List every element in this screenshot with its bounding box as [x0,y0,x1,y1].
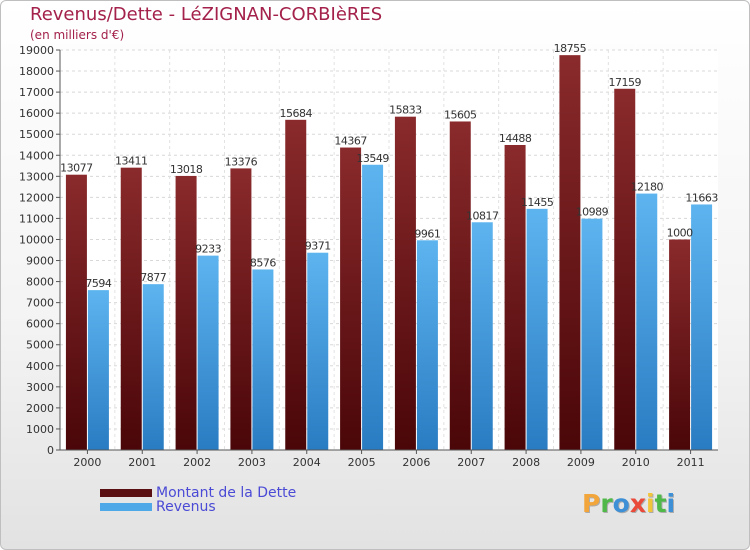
data-label-debt: 15605 [444,108,477,121]
y-tick-label: 15000 [19,128,54,141]
chart-subtitle: (en milliers d'€) [30,28,125,42]
data-label-revenus: 8576 [250,256,276,269]
bar-debt [614,88,636,450]
data-label-revenus: 9233 [195,243,221,256]
data-label-debt: 15684 [280,107,313,120]
data-label-debt: 15833 [389,104,422,117]
y-tick-label: 17000 [19,86,54,99]
bar-debt [230,168,252,450]
bar-debt [285,119,307,451]
bar-revenus [307,252,329,450]
data-label-revenus: 11663 [685,191,718,204]
chart-legend: Montant de la Dette Revenus [100,485,297,515]
bar-revenus [416,240,438,450]
y-tick-label: 0 [47,444,54,457]
legend-swatch-revenus [100,503,152,511]
y-tick-label: 18000 [19,65,54,78]
data-label-debt: 1000 [667,226,693,239]
bar-debt [449,121,471,450]
x-tick-label: 2008 [512,456,540,469]
y-tick-label: 8000 [26,276,54,289]
logo-letter: x [629,489,646,518]
y-tick-label: 6000 [26,318,54,331]
x-tick-label: 2010 [622,456,650,469]
chart-title: Revenus/Dette - LéZIGNAN-CORBIèRES [30,4,383,25]
data-label-revenus: 10989 [576,206,609,219]
bar-debt [394,116,416,451]
bar-revenus [636,193,658,450]
data-label-debt: 14488 [499,132,532,145]
data-label-debt: 13018 [170,163,203,176]
data-label-debt: 13411 [115,155,148,168]
data-label-debt: 17159 [609,76,642,89]
data-label-revenus: 9371 [305,240,331,253]
bar-debt [559,55,581,450]
y-tick-label: 2000 [26,402,54,415]
data-label-debt: 13077 [60,162,93,175]
data-label-debt: 14367 [334,135,367,148]
x-tick-label: 2001 [128,456,156,469]
logo-letter: i [666,489,676,518]
legend-item-dette: Montant de la Dette [100,485,297,501]
data-label-revenus: 7877 [140,271,166,284]
y-tick-label: 14000 [19,149,54,162]
x-tick-label: 2000 [73,456,101,469]
y-tick-label: 9000 [26,255,54,268]
bar-debt [669,239,691,450]
logo-letter: i [646,489,655,518]
bar-revenus [471,222,493,450]
logo-letter: o [612,489,630,518]
logo-letter: r [600,489,613,518]
x-tick-label: 2002 [183,456,211,469]
logo-letter: t [654,489,667,518]
y-tick-label: 4000 [26,360,54,373]
y-tick-label: 11000 [19,212,54,225]
y-tick-label: 13000 [19,170,54,183]
y-tick-label: 3000 [26,381,54,394]
y-tick-label: 5000 [26,339,54,352]
x-tick-label: 2011 [677,456,705,469]
bar-debt [504,144,526,450]
bar-revenus [252,269,274,450]
data-label-revenus: 7594 [85,277,111,290]
data-label-revenus: 11455 [521,196,554,209]
proxiti-logo: Proxiti [582,489,675,518]
legend-label-revenus: Revenus [156,499,216,515]
bar-revenus [691,204,713,450]
bar-revenus [581,218,603,450]
x-tick-label: 2009 [567,456,595,469]
y-tick-label: 19000 [19,44,54,57]
data-label-debt: 13376 [225,155,258,168]
x-tick-label: 2004 [293,456,321,469]
bar-revenus [142,284,164,450]
data-label-debt: 18755 [554,42,587,55]
bar-revenus [526,208,548,450]
data-label-revenus: 12180 [631,181,664,194]
data-label-revenus: 10817 [466,209,499,222]
x-tick-label: 2003 [238,456,266,469]
y-tick-label: 12000 [19,191,54,204]
y-tick-label: 7000 [26,297,54,310]
x-tick-label: 2005 [348,456,376,469]
bar-debt [340,147,362,450]
y-tick-label: 1000 [26,423,54,436]
bar-debt [120,167,142,451]
legend-item-revenus: Revenus [100,499,296,515]
data-label-revenus: 13549 [356,152,389,165]
x-tick-label: 2007 [457,456,485,469]
y-tick-label: 10000 [19,233,54,246]
bar-debt [175,175,197,451]
y-tick-label: 16000 [19,107,54,120]
legend-label-dette: Montant de la Dette [156,485,297,501]
legend-swatch-dette [100,489,152,497]
bar-revenus [362,164,384,451]
bar-debt [65,174,87,450]
bar-revenus [87,290,109,450]
x-tick-label: 2006 [402,456,430,469]
data-label-revenus: 9961 [414,227,440,240]
bar-revenus [197,255,219,450]
logo-letter: P [582,489,601,518]
